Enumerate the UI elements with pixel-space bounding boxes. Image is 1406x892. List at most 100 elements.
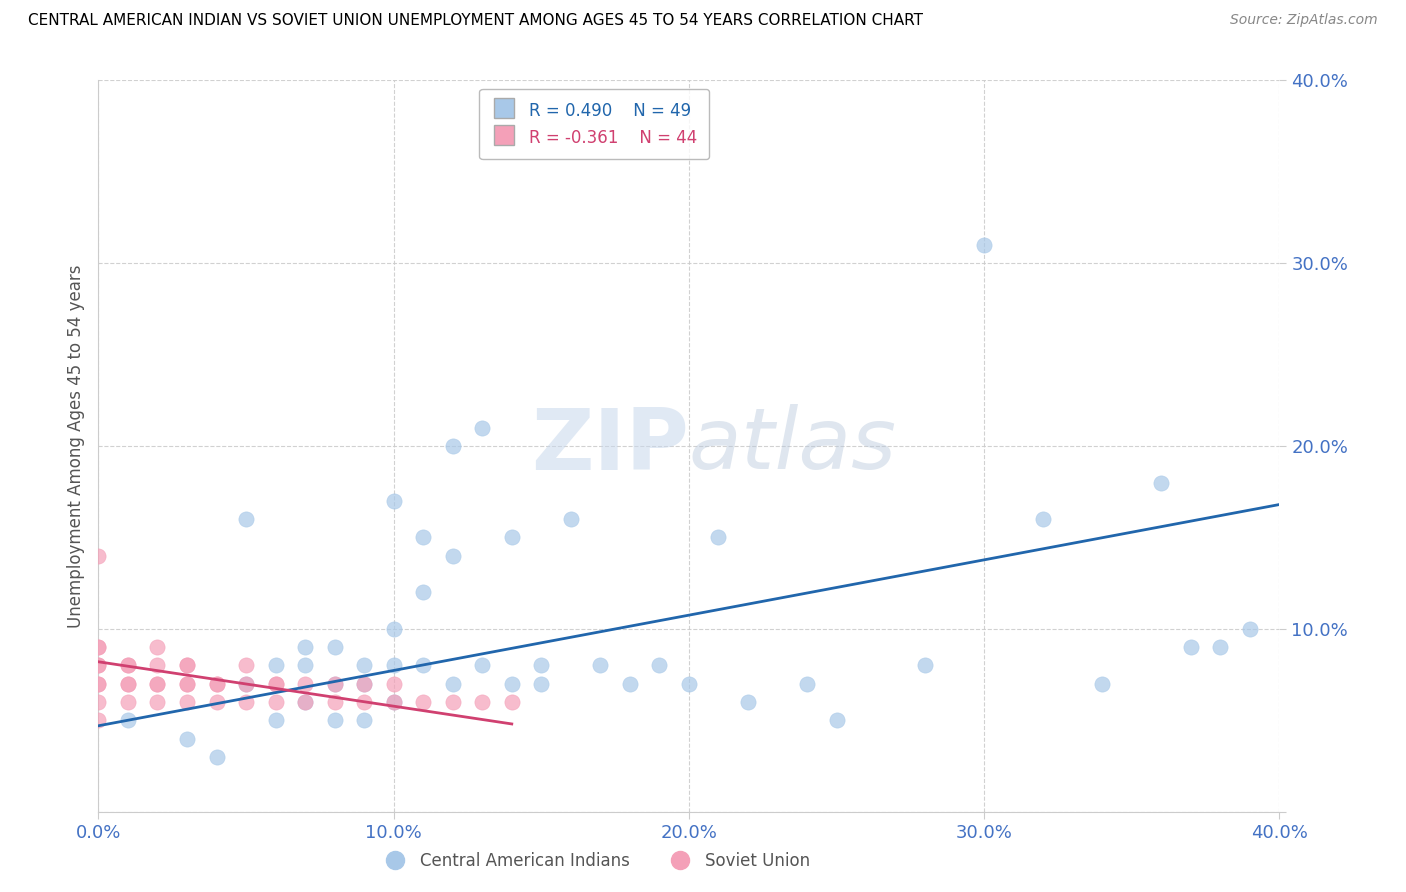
Point — [589, 658, 612, 673]
Point — [264, 695, 287, 709]
Point — [1150, 475, 1173, 490]
Point — [117, 658, 139, 673]
Point — [117, 676, 139, 690]
Point — [294, 640, 316, 655]
Point — [117, 714, 139, 728]
Point — [176, 731, 198, 746]
Point — [294, 695, 316, 709]
Point — [471, 421, 494, 435]
Point — [323, 640, 346, 655]
Point — [678, 676, 700, 690]
Point — [796, 676, 818, 690]
Text: ZIP: ZIP — [531, 404, 689, 488]
Point — [294, 695, 316, 709]
Text: Source: ZipAtlas.com: Source: ZipAtlas.com — [1230, 13, 1378, 28]
Point — [235, 512, 257, 526]
Point — [353, 658, 375, 673]
Point — [501, 676, 523, 690]
Point — [264, 676, 287, 690]
Point — [87, 640, 110, 655]
Point — [87, 549, 110, 563]
Point — [264, 714, 287, 728]
Point — [146, 695, 169, 709]
Point — [353, 714, 375, 728]
Point — [382, 622, 405, 636]
Point — [412, 658, 434, 673]
Point — [501, 695, 523, 709]
Point — [146, 658, 169, 673]
Point — [294, 676, 316, 690]
Point — [87, 676, 110, 690]
Point — [323, 676, 346, 690]
Point — [176, 676, 198, 690]
Point — [87, 658, 110, 673]
Point — [441, 439, 464, 453]
Point — [294, 658, 316, 673]
Point — [176, 658, 198, 673]
Point — [264, 658, 287, 673]
Point — [471, 658, 494, 673]
Point — [382, 695, 405, 709]
Point — [176, 658, 198, 673]
Point — [1180, 640, 1202, 655]
Point — [737, 695, 759, 709]
Point — [117, 676, 139, 690]
Point — [235, 695, 257, 709]
Point — [619, 676, 641, 690]
Point — [382, 695, 405, 709]
Point — [973, 238, 995, 252]
Point — [353, 695, 375, 709]
Point — [176, 695, 198, 709]
Point — [264, 676, 287, 690]
Text: CENTRAL AMERICAN INDIAN VS SOVIET UNION UNEMPLOYMENT AMONG AGES 45 TO 54 YEARS C: CENTRAL AMERICAN INDIAN VS SOVIET UNION … — [28, 13, 924, 29]
Point — [1209, 640, 1232, 655]
Point — [87, 714, 110, 728]
Point — [235, 676, 257, 690]
Point — [323, 714, 346, 728]
Point — [87, 640, 110, 655]
Point — [205, 676, 228, 690]
Point — [87, 658, 110, 673]
Point — [87, 676, 110, 690]
Point — [412, 585, 434, 599]
Point — [530, 658, 553, 673]
Point — [205, 695, 228, 709]
Point — [382, 493, 405, 508]
Legend: Central American Indians, Soviet Union: Central American Indians, Soviet Union — [373, 846, 817, 877]
Point — [235, 676, 257, 690]
Point — [353, 676, 375, 690]
Point — [146, 676, 169, 690]
Point — [1239, 622, 1261, 636]
Point — [353, 676, 375, 690]
Point — [235, 658, 257, 673]
Point — [117, 695, 139, 709]
Point — [825, 714, 848, 728]
Point — [382, 676, 405, 690]
Point — [412, 695, 434, 709]
Point — [323, 695, 346, 709]
Point — [87, 695, 110, 709]
Point — [1091, 676, 1114, 690]
Point — [530, 676, 553, 690]
Point — [146, 640, 169, 655]
Point — [441, 695, 464, 709]
Point — [412, 530, 434, 544]
Point — [117, 658, 139, 673]
Point — [441, 676, 464, 690]
Point — [648, 658, 671, 673]
Y-axis label: Unemployment Among Ages 45 to 54 years: Unemployment Among Ages 45 to 54 years — [66, 264, 84, 628]
Point — [441, 549, 464, 563]
Point — [205, 676, 228, 690]
Text: atlas: atlas — [689, 404, 897, 488]
Point — [501, 530, 523, 544]
Point — [323, 676, 346, 690]
Point — [205, 749, 228, 764]
Point — [560, 512, 582, 526]
Point — [707, 530, 730, 544]
Point — [176, 676, 198, 690]
Point — [382, 658, 405, 673]
Point — [1032, 512, 1054, 526]
Point — [471, 695, 494, 709]
Point — [914, 658, 936, 673]
Point — [146, 676, 169, 690]
